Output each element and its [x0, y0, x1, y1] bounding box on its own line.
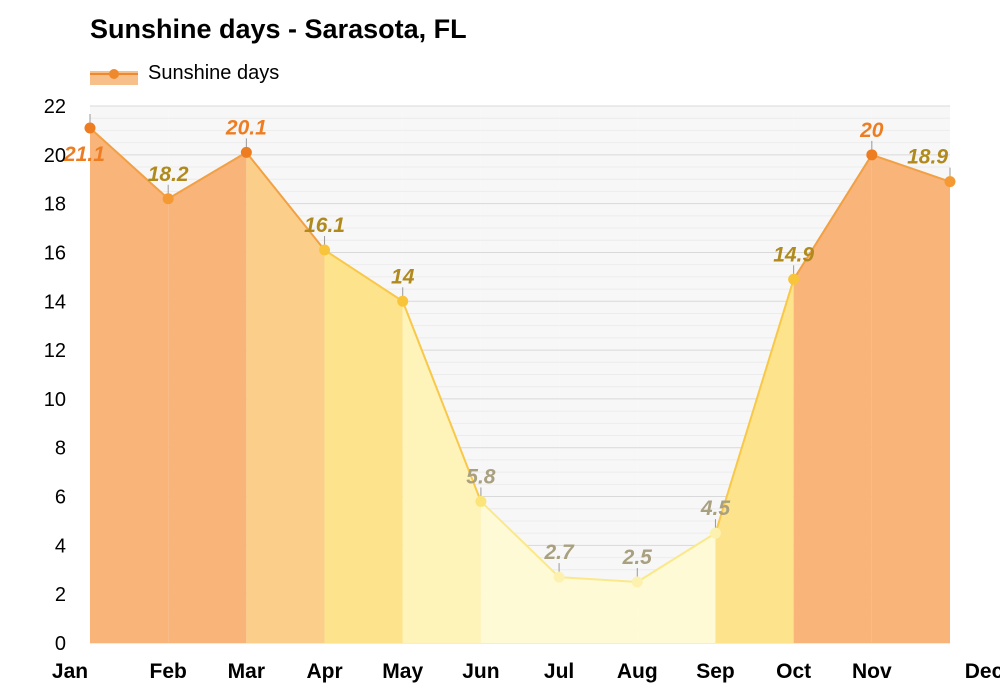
y-tick-label: 18 — [44, 194, 66, 216]
y-tick-label: 2 — [55, 584, 66, 606]
data-label: 18.2 — [148, 163, 189, 186]
data-point — [162, 193, 174, 205]
data-point — [397, 295, 409, 307]
y-tick-label: 10 — [44, 389, 66, 411]
y-tick-label: 12 — [44, 340, 66, 362]
data-point — [709, 527, 721, 539]
data-label: 5.8 — [466, 465, 496, 488]
data-label: 21.1 — [63, 143, 105, 166]
data-point — [788, 273, 800, 285]
x-tick-label: Feb — [150, 660, 187, 683]
legend-swatch — [90, 63, 138, 85]
y-tick-label: 6 — [55, 487, 66, 509]
x-tick-label: Dec — [965, 660, 1000, 683]
area-segment — [871, 154, 950, 643]
area-segment — [637, 533, 716, 643]
area-segment — [90, 127, 169, 643]
area-segment — [168, 152, 247, 644]
series-line — [89, 127, 169, 200]
data-label: 2.7 — [543, 541, 575, 564]
data-label: 4.5 — [700, 497, 731, 520]
series-line — [559, 576, 638, 583]
data-point — [319, 244, 331, 256]
x-tick-label: Mar — [228, 660, 265, 683]
series-line — [245, 151, 326, 251]
y-tick-label: 4 — [55, 535, 66, 557]
data-point — [553, 571, 565, 583]
area-segment — [715, 279, 794, 643]
legend-label: Sunshine days — [148, 62, 280, 84]
x-tick-label: May — [382, 660, 423, 683]
y-tick-label: 16 — [44, 242, 66, 264]
data-point — [240, 146, 252, 158]
area-segment — [324, 250, 403, 643]
data-point — [866, 149, 878, 161]
x-tick-label: Aug — [617, 660, 658, 683]
x-tick-label: Jan — [52, 660, 88, 683]
x-tick-label: Jun — [462, 660, 499, 683]
series-line — [636, 532, 716, 583]
data-label: 20.1 — [225, 116, 267, 139]
y-tick-label: 8 — [55, 438, 66, 460]
data-point — [631, 576, 643, 588]
data-point — [475, 495, 487, 507]
data-label: 16.1 — [304, 214, 345, 237]
area-segment — [793, 154, 872, 643]
y-tick-label: 14 — [44, 291, 66, 313]
series-line — [871, 153, 951, 183]
series-line — [167, 151, 247, 200]
data-label: 2.5 — [622, 546, 653, 569]
series-line — [323, 249, 404, 303]
y-tick-label: 20 — [44, 145, 66, 167]
chart-title: Sunshine days - Sarasota, FL — [90, 14, 467, 44]
area-segment — [402, 301, 481, 643]
area-segment — [246, 152, 325, 644]
data-point — [84, 122, 96, 134]
x-tick-label: Oct — [776, 660, 811, 683]
x-tick-label: Apr — [306, 660, 342, 683]
data-label: 14 — [391, 265, 415, 288]
y-tick-label: 22 — [44, 96, 66, 118]
x-tick-label: Jul — [544, 660, 574, 683]
x-tick-label: Nov — [852, 660, 892, 683]
data-label: 20 — [859, 119, 884, 142]
data-label: 18.9 — [907, 146, 948, 169]
series-line — [480, 500, 560, 578]
legend[interactable]: Sunshine days — [90, 62, 279, 85]
area-segment — [480, 501, 560, 643]
data-point — [944, 176, 956, 188]
series-line — [714, 279, 795, 534]
data-label: 14.9 — [773, 243, 814, 266]
series-line — [401, 300, 482, 502]
y-tick-label: 0 — [55, 633, 66, 655]
area-segment — [559, 577, 638, 643]
x-tick-label: Sep — [696, 660, 735, 683]
series-line — [792, 154, 873, 280]
